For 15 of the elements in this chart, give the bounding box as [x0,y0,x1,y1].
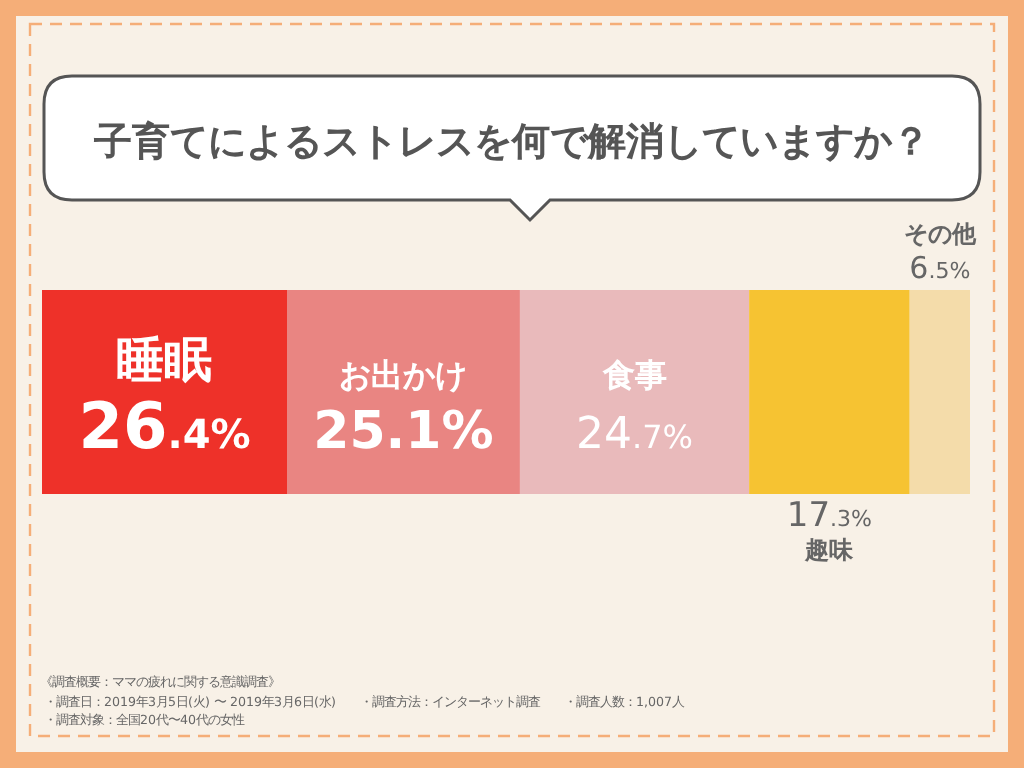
bar [519,290,750,494]
series-label: 睡眠 [116,332,213,388]
bar [286,290,520,494]
series-label: 食事 [600,356,667,394]
series-label: その他 [903,220,978,248]
series-label: 趣味 [803,536,856,564]
bar [749,290,910,494]
bar [909,290,970,494]
series-label: お出かけ [339,356,468,394]
data-label: 24.7% [576,410,693,460]
data-label: 17.3% [786,496,872,536]
chart-title: 子育てによるストレスを何で解消していますか？ [92,120,930,164]
data-label: 25.1% [313,402,494,462]
data-label: 26.4% [78,388,251,464]
data-label: 6.5% [909,250,971,286]
